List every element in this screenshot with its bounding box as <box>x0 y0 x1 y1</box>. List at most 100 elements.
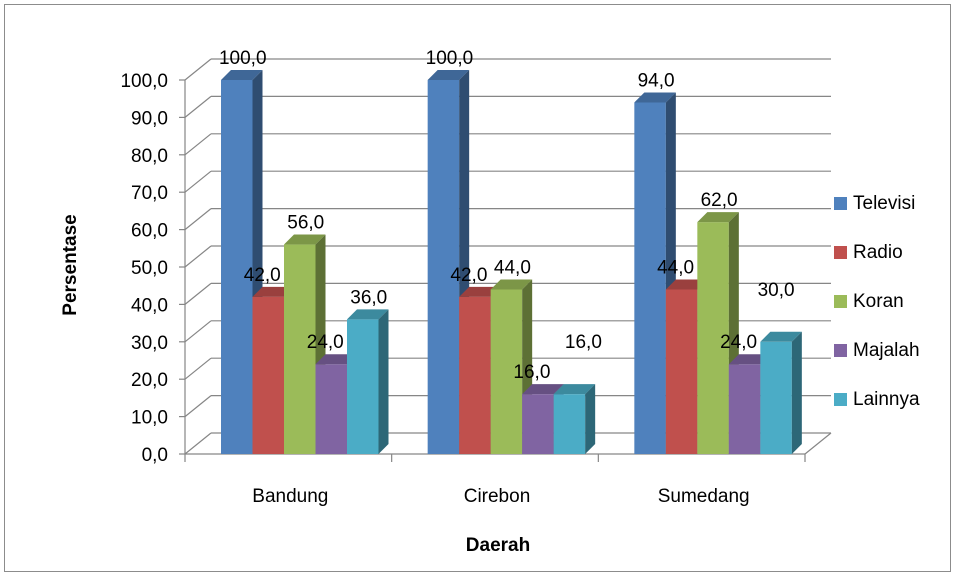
gridline-side <box>184 133 212 156</box>
bar-front <box>634 102 666 454</box>
bar-front <box>347 319 379 454</box>
legend-label: Koran <box>853 291 904 312</box>
legend-swatch <box>834 295 847 308</box>
bar <box>347 309 389 454</box>
gridline-side <box>184 432 212 455</box>
legend-item: Lainnya <box>834 389 920 410</box>
data-label: 42,0 <box>450 265 487 286</box>
x-tick-label: Cirebon <box>464 486 531 507</box>
data-label: 100,0 <box>219 48 267 69</box>
data-label: 42,0 <box>244 265 281 286</box>
x-tick-label: Bandung <box>252 486 328 507</box>
bar-top <box>697 212 739 223</box>
bar-front <box>427 80 460 454</box>
bar-front <box>665 289 698 454</box>
gridline-side <box>184 282 212 305</box>
bar-top <box>427 70 470 80</box>
y-tick-label: 80,0 <box>131 146 168 167</box>
legend-item: Majalah <box>834 340 920 361</box>
bar <box>490 279 533 454</box>
bar-top <box>665 279 708 290</box>
data-label: 36,0 <box>350 287 387 308</box>
data-label: 16,0 <box>513 362 550 383</box>
legend-label: Televisi <box>853 193 915 214</box>
data-label: 24,0 <box>307 332 344 353</box>
data-label: 24,0 <box>720 332 757 353</box>
bar-top <box>315 354 357 365</box>
data-label: 44,0 <box>657 257 694 278</box>
bar-top <box>252 286 294 297</box>
bar-front <box>490 289 523 454</box>
data-label: 16,0 <box>565 332 602 353</box>
bar-top <box>728 354 771 365</box>
bar-top <box>522 384 564 395</box>
y-tick-label: 0,0 <box>142 445 168 466</box>
bar-front <box>522 394 554 454</box>
bar <box>760 331 802 454</box>
y-tick-label: 10,0 <box>131 408 168 429</box>
data-label: 100,0 <box>426 48 474 69</box>
y-tick-label: 100,0 <box>120 71 168 92</box>
gridline-side <box>184 95 212 118</box>
legend-swatch <box>834 393 847 406</box>
bar-top <box>459 286 501 297</box>
bar-top <box>634 92 676 103</box>
bar <box>427 70 470 454</box>
bar-front <box>760 341 792 454</box>
bar <box>728 354 771 454</box>
bar-front <box>221 80 253 454</box>
x-tick-label: Sumedang <box>658 486 750 507</box>
bar-front <box>697 222 729 454</box>
y-tick-label: 90,0 <box>131 108 168 129</box>
bar-front <box>459 296 491 454</box>
gridline-side <box>184 320 212 343</box>
legend-label: Majalah <box>853 340 920 361</box>
gridline-side <box>184 395 212 418</box>
bars <box>221 70 802 454</box>
bar-top <box>284 234 326 245</box>
legend-swatch <box>834 344 847 357</box>
legend-swatch <box>834 246 847 259</box>
legend-label: Lainnya <box>853 389 920 410</box>
y-tick-label: 70,0 <box>131 183 168 204</box>
gridline-side <box>184 208 212 231</box>
bar-front <box>315 364 347 454</box>
legend: Televisi Radio Koran Majalah Lainnya <box>834 193 920 410</box>
bar-side <box>585 384 596 454</box>
legend-swatch <box>834 197 847 210</box>
y-tick-label: 50,0 <box>131 258 168 279</box>
y-tick-label: 60,0 <box>131 221 168 242</box>
floor-right-edge <box>804 432 832 455</box>
bar <box>553 384 596 454</box>
legend-item: Radio <box>834 242 903 263</box>
bar-top <box>553 384 596 395</box>
bar-front <box>553 394 586 454</box>
bar-top <box>760 331 802 342</box>
gridline-side <box>184 245 212 268</box>
y-tick-label: 30,0 <box>131 333 168 354</box>
bar-front <box>252 296 284 454</box>
gridline-side <box>184 58 212 81</box>
y-axis-title: Persentase <box>60 214 81 315</box>
bar-side <box>791 331 802 454</box>
bar <box>284 234 326 454</box>
bar-front <box>284 244 316 454</box>
bar-side <box>378 309 389 454</box>
data-label: 94,0 <box>638 70 675 91</box>
bar-top <box>347 309 389 320</box>
gridline-side <box>184 357 212 380</box>
bar-front <box>728 364 761 454</box>
data-label: 56,0 <box>287 213 324 234</box>
data-label: 30,0 <box>758 280 795 301</box>
bar-top <box>490 279 533 290</box>
data-labels: 100,0 42,0 56,0 24,0 36,0 100,0 42,0 44,0 16,0 16… <box>219 48 795 383</box>
data-label: 62,0 <box>701 190 738 211</box>
legend-item: Koran <box>834 291 904 312</box>
y-tick-label: 20,0 <box>131 370 168 391</box>
x-axis-title: Daerah <box>466 535 530 556</box>
y-tick-label: 40,0 <box>131 295 168 316</box>
data-label: 44,0 <box>494 257 531 278</box>
gridline-side <box>184 170 212 193</box>
legend-item: Televisi <box>834 193 915 214</box>
